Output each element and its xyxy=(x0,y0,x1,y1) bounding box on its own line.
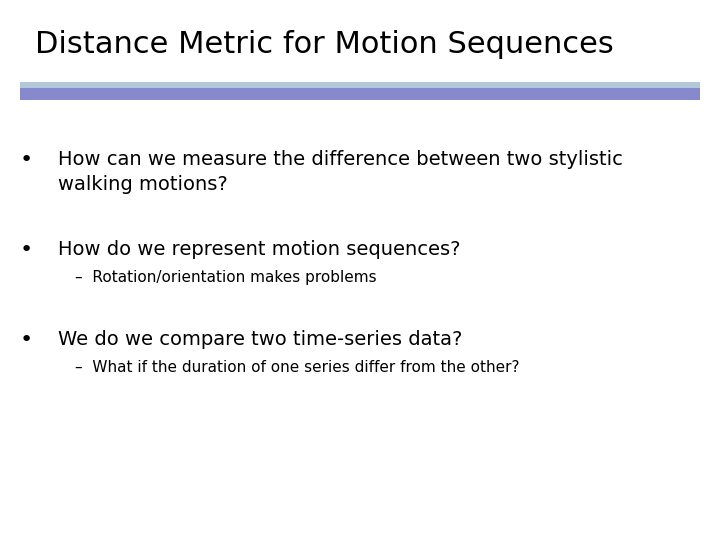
Text: Distance Metric for Motion Sequences: Distance Metric for Motion Sequences xyxy=(35,30,613,59)
Bar xyxy=(20,88,700,100)
Text: •: • xyxy=(20,150,33,170)
Bar xyxy=(20,82,700,88)
Text: –  What if the duration of one series differ from the other?: – What if the duration of one series dif… xyxy=(75,360,520,375)
Text: We do we compare two time-series data?: We do we compare two time-series data? xyxy=(58,330,462,349)
Text: •: • xyxy=(20,240,33,260)
Text: How do we represent motion sequences?: How do we represent motion sequences? xyxy=(58,240,461,259)
Text: •: • xyxy=(20,330,33,350)
Text: How can we measure the difference between two stylistic
walking motions?: How can we measure the difference betwee… xyxy=(58,150,623,194)
Text: –  Rotation/orientation makes problems: – Rotation/orientation makes problems xyxy=(75,270,377,285)
